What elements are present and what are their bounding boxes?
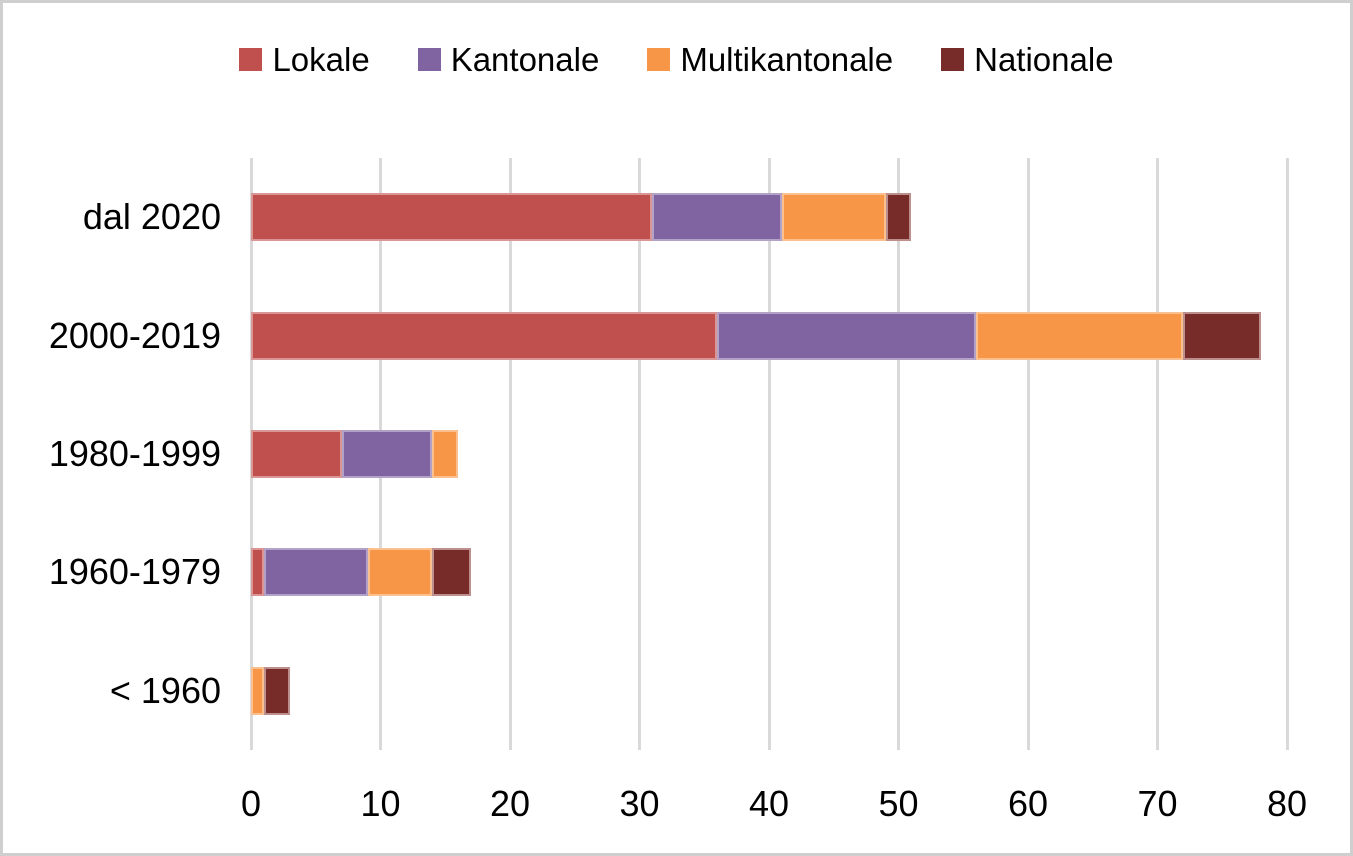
x-axis-tick-label: 0 bbox=[240, 783, 262, 824]
legend-swatch-icon bbox=[417, 48, 441, 71]
legend-label: Multikantonale bbox=[680, 41, 894, 78]
x-axis-tick-label: 40 bbox=[748, 783, 790, 824]
bar-segment-kantonale bbox=[717, 311, 977, 360]
bar-segment-lokale bbox=[251, 430, 342, 478]
bar-segment-kantonale bbox=[263, 548, 368, 597]
bar-segment-kantonale bbox=[341, 430, 433, 478]
legend-item-multikantonale: Multikantonale bbox=[647, 43, 893, 76]
legend-swatch-icon bbox=[647, 48, 671, 71]
legend-swatch-icon bbox=[941, 48, 965, 71]
category-label: dal 2020 bbox=[82, 196, 221, 238]
bar-segment-nationale bbox=[885, 193, 912, 242]
legend-label: Kantonale bbox=[450, 41, 600, 78]
gridline bbox=[897, 158, 900, 750]
legend-label: Lokale bbox=[272, 41, 370, 78]
category-label: 1980-1999 bbox=[48, 433, 221, 474]
bar-segment-multikantonale bbox=[367, 548, 433, 597]
bar-segment-nationale bbox=[432, 548, 472, 597]
bar-segment-multikantonale bbox=[251, 666, 264, 715]
gridline bbox=[1026, 158, 1030, 750]
gridline bbox=[508, 158, 512, 750]
bar-segment-kantonale bbox=[652, 193, 782, 242]
plot-area: 0 10 20 30 40 50 60 70 80 dal 2020 2000-2019 1980-1… bbox=[3, 3, 1350, 853]
x-axis-tick-label: 70 bbox=[1137, 783, 1178, 824]
legend-label: Nationale bbox=[974, 41, 1114, 78]
gridline bbox=[638, 158, 641, 750]
bar-segment-nationale bbox=[263, 666, 290, 715]
x-axis-tick-label: 10 bbox=[360, 783, 401, 824]
gridline bbox=[767, 158, 771, 750]
bar-segment-multikantonale bbox=[781, 193, 886, 242]
legend: Lokale Kantonale Multikantonale Nationale bbox=[3, 43, 1350, 76]
x-axis-tick-label: 50 bbox=[878, 783, 919, 824]
bar-segment-nationale bbox=[1183, 311, 1262, 360]
x-axis-tick-label: 30 bbox=[619, 783, 660, 824]
gridline bbox=[1285, 158, 1289, 750]
x-axis-tick-label: 80 bbox=[1266, 783, 1308, 824]
category-label: 1960-1979 bbox=[48, 551, 221, 593]
x-axis-tick-label: 20 bbox=[489, 783, 531, 824]
bar-segment-lokale bbox=[251, 548, 264, 597]
gridline bbox=[1156, 158, 1159, 750]
bar-segment-lokale bbox=[251, 193, 653, 242]
category-label: 2000-2019 bbox=[48, 314, 221, 356]
bar-segment-lokale bbox=[251, 311, 718, 360]
x-axis-tick-label: 60 bbox=[1007, 783, 1049, 824]
legend-item-nationale: Nationale bbox=[941, 41, 1114, 78]
legend-item-kantonale: Kantonale bbox=[417, 41, 600, 78]
category-label: < 1960 bbox=[109, 669, 221, 711]
legend-item-lokale: Lokale bbox=[239, 41, 370, 78]
bar-segment-multikantonale bbox=[432, 430, 459, 478]
bar-segment-multikantonale bbox=[976, 311, 1184, 360]
legend-swatch-icon bbox=[239, 48, 263, 71]
